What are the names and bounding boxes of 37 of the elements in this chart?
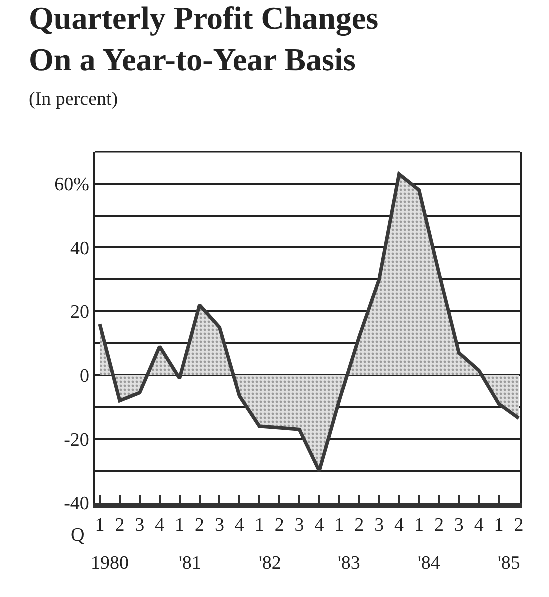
text: '82 <box>259 553 282 574</box>
x-tick-label: 1 <box>334 514 344 536</box>
y-tick-label: 0 <box>80 366 90 388</box>
x-tick-label: 3 <box>294 514 304 536</box>
x-tick-label: 3 <box>214 514 224 536</box>
x-tick-label: 4 <box>474 514 484 536</box>
text: '85 <box>498 553 520 574</box>
text: '83 <box>338 553 360 574</box>
x-tick-label: 2 <box>354 514 364 536</box>
text: 1980 <box>91 553 129 574</box>
chart-subtitle: (In percent) <box>29 89 118 110</box>
x-tick-label: 1 <box>414 514 424 536</box>
x-tick-label: 3 <box>135 514 145 536</box>
text: Q <box>71 525 85 546</box>
x-tick-label: 2 <box>195 514 204 536</box>
x-tick-label: 4 <box>155 514 166 536</box>
x-tick-label: 4 <box>314 514 325 536</box>
y-tick-label: -20 <box>64 430 90 451</box>
x-tick-label: 3 <box>374 514 384 536</box>
x-tick-label: 4 <box>394 514 405 536</box>
x-tick-label: 1 <box>175 514 185 536</box>
x-tick-label: 1 <box>254 514 264 536</box>
x-tick-label: 1 <box>95 514 105 536</box>
x-tick-label: 4 <box>234 514 245 536</box>
x-tick-label: 2 <box>514 514 524 536</box>
chart-title: Quarterly Profit Changes On a Year-to-Year Basis <box>29 0 379 78</box>
text: '84 <box>418 553 441 574</box>
text: '81 <box>179 553 202 574</box>
x-tick-label: 2 <box>434 514 444 536</box>
x-tick-label: 2 <box>115 514 125 536</box>
x-tick-label: 1 <box>494 514 504 536</box>
y-tick-label: 40 <box>70 238 90 260</box>
y-tick-label: -40 <box>64 494 90 515</box>
y-tick-label: 20 <box>70 302 90 324</box>
x-tick-label: 2 <box>274 514 284 536</box>
y-tick-label: 60% <box>54 174 90 196</box>
x-tick-label: 3 <box>454 514 464 536</box>
